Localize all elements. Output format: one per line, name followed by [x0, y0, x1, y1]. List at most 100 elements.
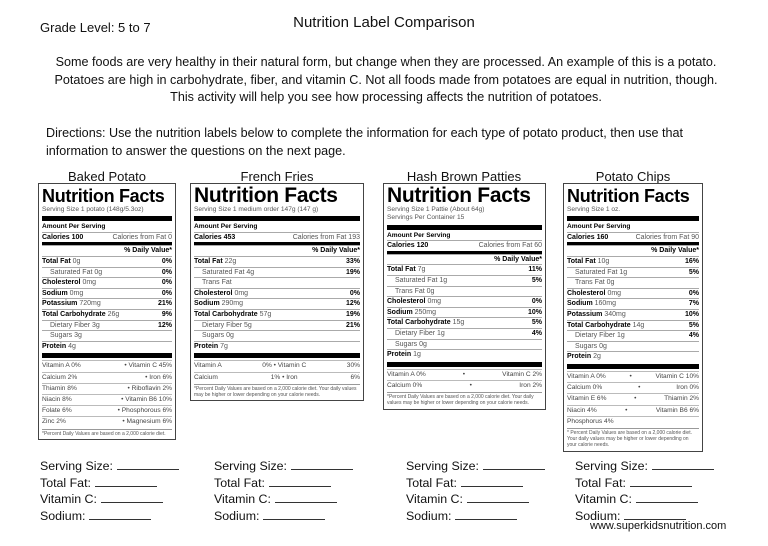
nutrient-label: Total Fat: [387, 266, 416, 274]
fill-in-row: Sodium:: [406, 508, 545, 525]
nutrient-name: Total Fat 0g: [42, 257, 80, 267]
nutrient-label: Cholesterol: [567, 289, 606, 297]
vitamin-cell: Iron 2%: [519, 381, 542, 389]
answer-blank[interactable]: [291, 469, 354, 470]
nutrient-dv: 12%: [345, 300, 360, 308]
nutrient-amount: 4g: [66, 342, 76, 350]
nutrient-amount: 14g: [630, 321, 645, 329]
answer-blank[interactable]: [94, 485, 157, 487]
nutrient-dv: 21%: [157, 300, 172, 308]
answer-blank[interactable]: [89, 518, 152, 520]
intro-paragraph: Some foods are very healthy in their nat…: [54, 55, 718, 104]
calories-row: Calories 160 Calories from Fat 90: [567, 231, 699, 246]
nutrient-amount: 22g: [222, 258, 237, 265]
vitamin-cell: Calcium 0%: [387, 381, 423, 389]
fill-in-row: Total Fat:: [406, 475, 545, 492]
nutrient-row: Total Fat 10g 16%: [567, 256, 699, 267]
answer-blank[interactable]: [624, 518, 687, 520]
column-title: French Fries: [240, 169, 314, 184]
nutrient-name: Protein 7g: [194, 342, 228, 352]
nutrient-row: Cholesterol 0mg 0%: [42, 277, 172, 288]
vitamin-row: Phosphorus 4%: [567, 415, 699, 427]
answer-blank[interactable]: [652, 469, 715, 470]
vitamin-cell: • Iron 6%: [145, 373, 172, 381]
vitamin-cell: • Phosphorous 6%: [117, 407, 172, 415]
nutrient-amount: 340mg: [602, 310, 626, 318]
fill-in-row: Sodium:: [40, 508, 179, 525]
nutrient-dv: 4%: [531, 329, 542, 337]
nutrient-dv: 19%: [345, 310, 360, 318]
serving-size: Serving Size 1 potato (148g/5.3oz): [42, 206, 144, 213]
vitamin-cell: • Magnesium 6%: [122, 418, 172, 426]
nutrition-facts-heading: Nutrition Facts: [194, 184, 338, 207]
nutrient-name: Saturated Fat 0g: [50, 268, 103, 276]
fill-in-label: Vitamin C:: [575, 492, 632, 506]
answer-blank[interactable]: [629, 485, 692, 487]
nutrient-name: Sugars 0g: [395, 340, 427, 348]
nutrient-amount: 57g: [257, 310, 272, 318]
nutrient-dv: 9%: [161, 310, 172, 318]
nutrient-name: Dietary Fiber 1g: [395, 329, 445, 337]
nutrient-row: Cholesterol 0mg 0%: [387, 296, 542, 307]
answer-blank[interactable]: [635, 502, 698, 503]
amount-per-serving: Amount Per Serving: [194, 223, 258, 231]
calories: Calories 453: [194, 233, 236, 241]
answer-blank[interactable]: [483, 469, 546, 470]
nutrient-name: Cholesterol 0mg: [42, 278, 96, 288]
answer-blank[interactable]: [460, 485, 523, 487]
nutrient-label: Sodium: [567, 300, 593, 308]
footer-url[interactable]: www.superkidsnutrition.com: [590, 520, 727, 532]
nutrient-label: Protein: [42, 342, 67, 350]
nutrient-amount: 2g: [591, 353, 601, 361]
nutrient-amount: 0mg: [80, 279, 97, 287]
calories-from-fat: Calories from Fat 60: [478, 242, 542, 250]
serving-size: Servings Per Container 15: [387, 214, 465, 222]
nutrient-name: Trans Fat 0g: [575, 279, 615, 287]
serving-size: Serving Size 1 medium order 147g (147 g): [194, 206, 319, 213]
vitamin-cell: • Riboflavin 2%: [127, 384, 172, 392]
nutrient-row: Potassium 340mg 10%: [567, 308, 699, 320]
fill-in-label: Serving Size:: [406, 459, 480, 473]
vitamin-cell: Niacin 4%: [567, 406, 597, 414]
answer-blank[interactable]: [100, 502, 163, 503]
nutrient-amount: 0g: [70, 258, 81, 265]
answer-blank[interactable]: [274, 502, 337, 503]
nutrient-label: Sodium: [387, 308, 413, 316]
nutrient-amount: 15g: [450, 319, 465, 327]
answer-blank[interactable]: [268, 485, 331, 487]
nutrient-amount: 26g: [105, 310, 120, 318]
fill-in-label: Sodium:: [214, 508, 260, 523]
nutrient-amount: 0mg: [67, 289, 84, 297]
nutrient-name: Saturated Fat 1g: [395, 277, 448, 284]
nutrient-row: Total Carbohydrate 26g 9%: [42, 308, 172, 320]
nutrient-name: Sugars 0g: [575, 342, 607, 350]
vitamin-cell: Iron 0%: [676, 384, 699, 392]
nutrient-label: Protein: [567, 353, 592, 361]
calories-from-fat: Calories from Fat 193: [292, 233, 360, 241]
nutrient-amount: 0mg: [232, 289, 249, 297]
fill-in-row: Serving Size:: [214, 458, 354, 475]
nutrient-label: Cholesterol: [42, 279, 81, 287]
answer-blank[interactable]: [117, 469, 180, 470]
fill-in-label: Serving Size:: [40, 459, 114, 473]
nutrient-row: Sugars 0g: [194, 330, 360, 341]
footnote: *Percent Daily Values are based on a 2,0…: [194, 383, 360, 398]
vitamin-cell: Vitamin A 0%: [567, 372, 606, 380]
fill-in-row: Serving Size:: [40, 458, 180, 475]
answer-blank[interactable]: [455, 518, 518, 520]
answer-blank[interactable]: [263, 518, 326, 520]
nutrition-facts-heading: Nutrition Facts: [567, 186, 690, 206]
fill-in-row: Sodium:: [575, 508, 714, 525]
vitamin-row: Folate 6% • Phosphorous 6%: [42, 405, 172, 416]
nutrition-label: Nutrition Facts Serving Size 1 potato (14…: [38, 183, 176, 440]
nutrient-name: Trans Fat 0g: [395, 287, 435, 295]
fill-in-row: Sodium:: [214, 508, 353, 525]
nutrient-row: Saturated Fat 1g 5%: [387, 275, 542, 286]
vitamin-row: Zinc 2% • Magnesium 6%: [42, 416, 172, 427]
directions-paragraph: Directions: Use the nutrition labels bel…: [46, 126, 684, 158]
fill-in-fields: Serving Size: Total Fat: Vitamin C: Sodium:: [40, 458, 180, 525]
vitamin-cell: Vitamin A 0%: [42, 362, 81, 370]
nutrient-row: Dietary Fiber 3g 12%: [42, 319, 172, 331]
answer-blank[interactable]: [466, 502, 529, 503]
vitamin-cell: Vitamin A 0%: [387, 370, 426, 378]
